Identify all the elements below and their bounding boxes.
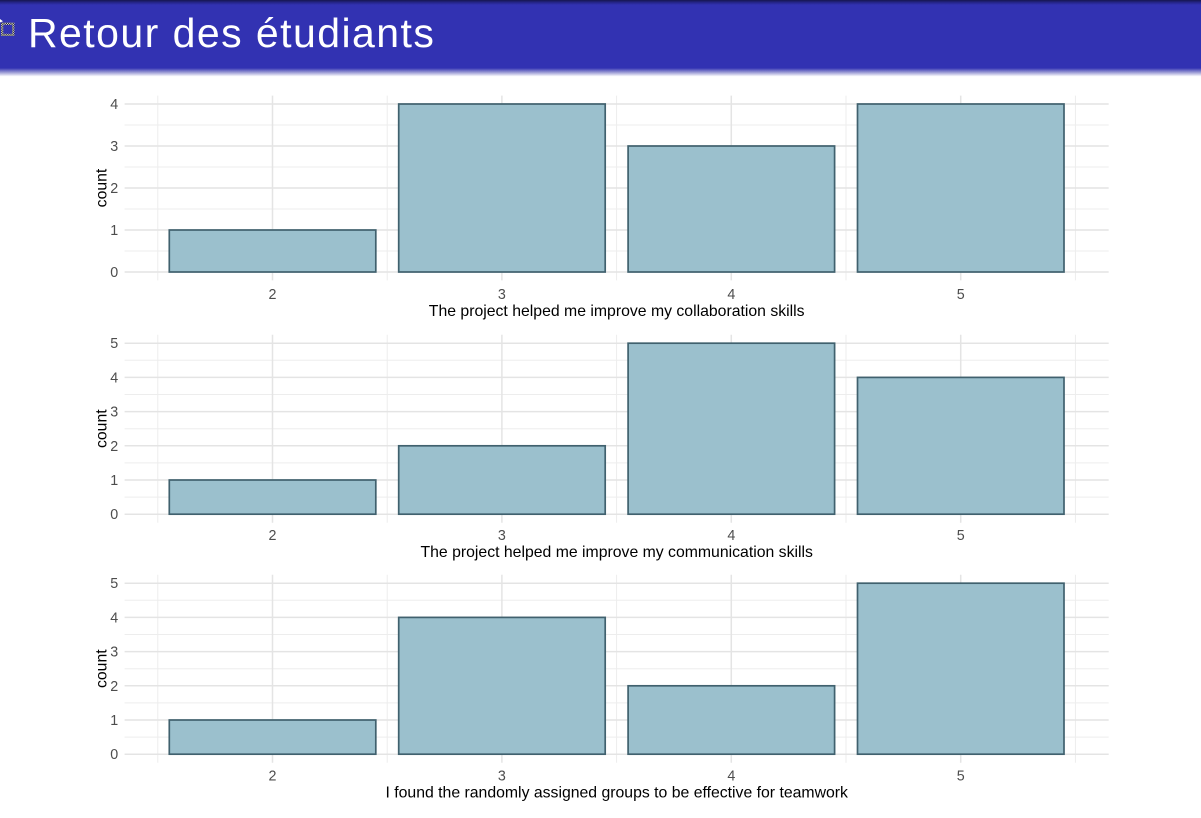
svg-text:The project helped me improve: The project helped me improve my communi…: [420, 544, 813, 561]
svg-text:5: 5: [957, 528, 965, 544]
svg-text:3: 3: [110, 139, 118, 155]
svg-text:4: 4: [727, 769, 735, 785]
svg-text:3: 3: [110, 645, 118, 661]
svg-text:2: 2: [269, 769, 277, 785]
svg-text:3: 3: [498, 287, 506, 303]
svg-text:4: 4: [110, 97, 118, 113]
svg-text:5: 5: [110, 336, 118, 352]
svg-text:1: 1: [110, 223, 118, 239]
svg-text:2: 2: [269, 287, 277, 303]
svg-text:count: count: [94, 649, 111, 688]
svg-text:5: 5: [957, 287, 965, 303]
svg-text:2: 2: [110, 181, 118, 197]
svg-text:3: 3: [498, 769, 506, 785]
svg-text:2: 2: [110, 439, 118, 455]
svg-text:4: 4: [110, 610, 118, 626]
svg-text:4: 4: [110, 370, 118, 386]
svg-text:0: 0: [110, 507, 118, 523]
svg-text:count: count: [94, 168, 111, 207]
svg-text:I found the randomly assigned: I found the randomly assigned groups to …: [385, 784, 848, 801]
svg-text:1: 1: [110, 713, 118, 729]
svg-text:2: 2: [110, 679, 118, 695]
svg-text:3: 3: [110, 405, 118, 421]
svg-text:2: 2: [269, 528, 277, 544]
svg-text:3: 3: [498, 528, 506, 544]
svg-text:The project helped me improve: The project helped me improve my collabo…: [429, 303, 805, 320]
svg-text:5: 5: [110, 576, 118, 592]
svg-text:4: 4: [727, 528, 735, 544]
svg-text:count: count: [94, 409, 111, 448]
svg-text:0: 0: [110, 747, 118, 763]
svg-text:0: 0: [110, 265, 118, 281]
svg-text:4: 4: [727, 287, 735, 303]
svg-text:1: 1: [110, 473, 118, 489]
svg-text:5: 5: [957, 769, 965, 785]
